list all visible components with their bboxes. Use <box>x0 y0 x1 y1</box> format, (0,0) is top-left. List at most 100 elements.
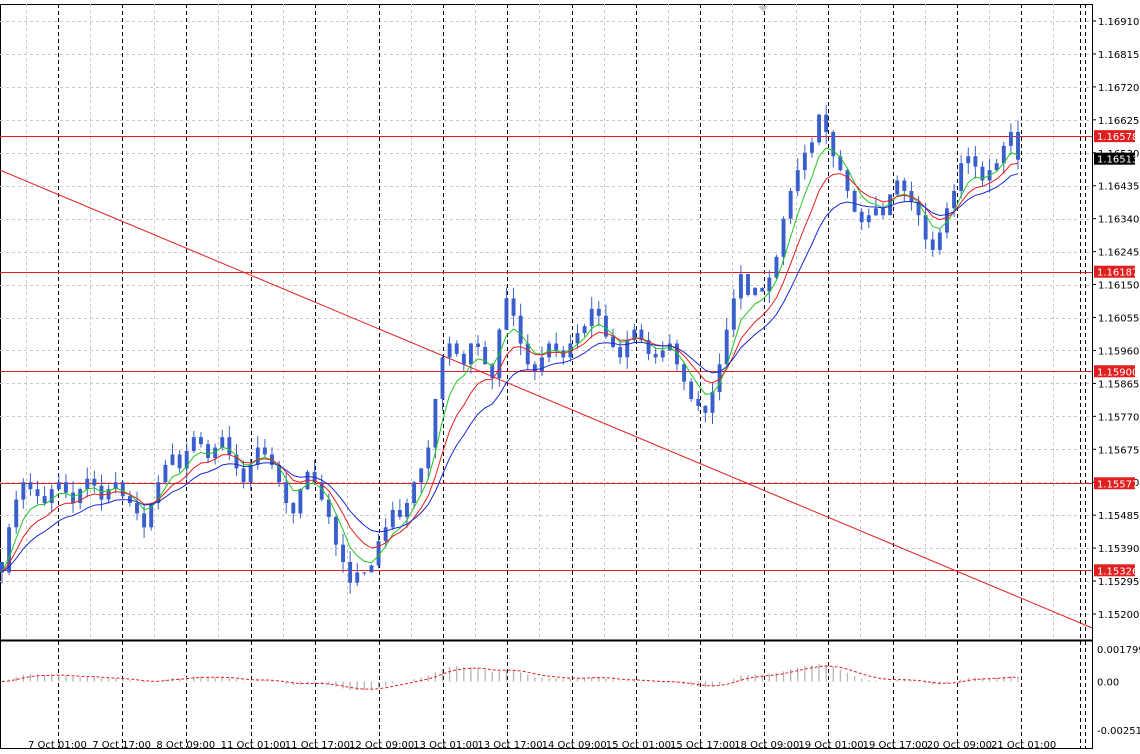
candle-body <box>78 489 83 504</box>
candle-body <box>234 454 239 469</box>
candle-body <box>42 496 47 504</box>
candle-body <box>753 288 758 295</box>
time-tick-label: 8 Oct 09:00 <box>156 740 215 751</box>
candle-body <box>731 298 736 330</box>
candle-body <box>291 503 296 514</box>
candle-body <box>682 364 687 382</box>
candle-body <box>532 364 537 372</box>
candle-body <box>717 364 722 393</box>
time-tick-label: 13 Oct 01:00 <box>413 740 478 751</box>
candle-body <box>184 451 189 469</box>
candle-body <box>888 194 893 216</box>
candle-body <box>333 516 338 545</box>
candle-body <box>92 478 97 486</box>
candle-body <box>85 478 90 490</box>
candle-body <box>426 447 431 469</box>
candle-body <box>525 343 530 365</box>
candle-body <box>213 447 218 458</box>
candle-body <box>468 343 473 365</box>
oscillator-tick-label: 0.001799 <box>1097 645 1140 656</box>
candle-body <box>7 527 12 573</box>
candle-body <box>433 398 438 448</box>
candle-body <box>63 482 68 493</box>
ma-fast-line <box>1 147 1019 573</box>
time-tick-label: 18 Oct 09:00 <box>734 740 799 751</box>
candle-body <box>177 454 182 469</box>
candle-body <box>845 170 850 191</box>
price-tick-label: 1.15770 <box>1098 412 1139 423</box>
candle-body <box>355 572 360 583</box>
candle-body <box>397 509 402 517</box>
time-tick-label: 11 Oct 17:00 <box>285 740 350 751</box>
candle-body <box>994 163 999 171</box>
chart-grid <box>0 4 1093 749</box>
time-tick-label: 11 Oct 01:00 <box>221 740 286 751</box>
candle-body <box>540 357 544 372</box>
candle-body <box>1008 131 1013 146</box>
time-tick-label: 19 Oct 01:00 <box>798 740 863 751</box>
candle-body <box>916 201 921 216</box>
level-label-box <box>1094 477 1135 490</box>
candle-body <box>746 274 750 295</box>
candle-body <box>220 437 225 448</box>
candle-body <box>596 308 601 316</box>
moving-averages <box>1 147 1019 573</box>
candle-body <box>632 329 637 341</box>
candle-body <box>248 464 253 483</box>
shift-arrow-icon <box>758 6 768 12</box>
candle-body <box>348 561 353 583</box>
candle-body <box>390 509 395 528</box>
candle-body <box>142 513 147 528</box>
candle-body <box>824 114 829 132</box>
price-axis: 1.169101.168151.167201.166251.165301.164… <box>1092 0 1140 754</box>
candle-body <box>362 572 367 574</box>
candle-body <box>959 163 964 191</box>
candle-body <box>120 482 125 497</box>
candle-body <box>163 464 168 483</box>
time-tick-label: 12 Oct 09:00 <box>349 740 414 751</box>
support-resistance-levels <box>0 136 1092 571</box>
candle-body <box>873 208 878 216</box>
candle-body <box>639 329 644 341</box>
candle-body <box>326 499 331 517</box>
candle-body <box>952 190 957 209</box>
price-tick-label: 1.16720 <box>1098 83 1139 94</box>
level-label: 1.15326 <box>1097 566 1138 577</box>
time-tick-label: 7 Oct 01:00 <box>28 740 87 751</box>
candle-body <box>788 190 793 219</box>
level-label: 1.16187 <box>1097 268 1138 279</box>
candle-body <box>817 114 822 143</box>
time-tick-label: 15 Oct 17:00 <box>670 740 735 751</box>
candle-body <box>980 166 985 181</box>
time-tick-label: 19 Oct 17:00 <box>863 740 928 751</box>
price-tick-label: 1.15390 <box>1098 544 1139 555</box>
candle-body <box>1001 145 1006 164</box>
candle-body <box>937 232 942 250</box>
candle-body <box>831 131 836 157</box>
candle-body <box>135 503 139 514</box>
candle-body <box>440 357 445 399</box>
price-tick-label: 1.16625 <box>1098 116 1139 127</box>
candle-body <box>710 392 715 413</box>
level-label: 1.15577 <box>1097 479 1138 490</box>
candle-body <box>923 215 928 240</box>
candle-body <box>966 156 971 164</box>
candle-body <box>852 190 857 212</box>
level-label-box <box>1094 365 1135 378</box>
candle-body <box>99 485 104 500</box>
candle-body <box>795 170 800 191</box>
candle-body <box>660 350 665 358</box>
candle-body <box>28 482 33 490</box>
time-tick-label: 7 Oct 17:00 <box>92 740 151 751</box>
price-tick-label: 1.16910 <box>1098 17 1139 28</box>
price-tick-label: 1.15960 <box>1098 346 1139 357</box>
candle-body <box>262 447 267 455</box>
time-tick-label: 14 Oct 09:00 <box>542 740 607 751</box>
candle-body <box>738 274 743 299</box>
candle-body <box>511 298 516 316</box>
candle-body <box>14 499 19 528</box>
candle-body <box>930 239 935 250</box>
candle-body <box>810 142 814 153</box>
candle-body <box>760 288 765 292</box>
price-tick-label: 1.16055 <box>1098 314 1139 325</box>
